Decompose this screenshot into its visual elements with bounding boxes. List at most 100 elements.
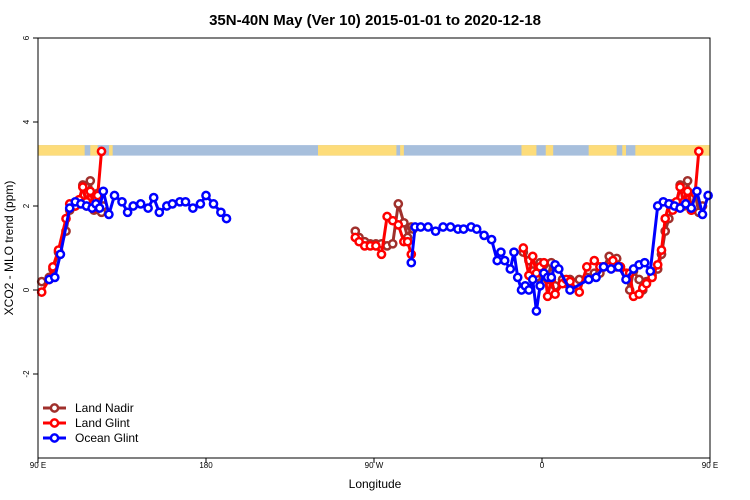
data-point [509, 247, 519, 258]
data-point [583, 274, 594, 285]
data-point [581, 262, 592, 272]
data-point [535, 280, 545, 291]
data-point [539, 257, 549, 268]
data-point [634, 274, 644, 285]
data-point [505, 264, 516, 274]
data-point [376, 249, 387, 260]
data-point [98, 186, 109, 197]
data-point [148, 192, 159, 203]
data-point [167, 199, 178, 209]
land-band-segment [545, 145, 554, 156]
data-point [471, 224, 482, 234]
data-point [415, 222, 426, 232]
data-point [531, 306, 542, 316]
data-point [598, 262, 609, 272]
data-point [527, 274, 538, 285]
data-point [387, 238, 398, 249]
data-point [652, 259, 663, 270]
data-point [135, 199, 146, 209]
data-point [221, 213, 232, 224]
data-point [639, 257, 650, 268]
data-point [613, 262, 624, 272]
data-point [371, 241, 381, 251]
data-point [496, 247, 506, 258]
data-point [550, 289, 560, 300]
legend-marker [49, 403, 60, 413]
legend-marker [49, 433, 60, 443]
data-point [406, 257, 417, 268]
x-axis-label: Longitude [349, 477, 402, 491]
data-point [36, 287, 47, 297]
data-point [85, 175, 96, 186]
land-band-segment [622, 145, 626, 156]
data-point [438, 222, 448, 232]
legend-item: Land Nadir [43, 401, 134, 415]
data-point [682, 175, 693, 186]
data-point [55, 249, 66, 260]
data-point [512, 272, 523, 283]
legend-marker [49, 418, 60, 428]
data-point [565, 285, 575, 295]
y-axis-label: XCO2 - MLO trend (ppm) [2, 181, 16, 316]
data-point [686, 203, 697, 213]
data-point [85, 186, 96, 197]
data-point [49, 272, 60, 283]
data-point [546, 272, 557, 283]
data-point [645, 266, 656, 276]
y-tick-label: 2 [22, 203, 31, 208]
data-point [208, 199, 219, 209]
data-point [479, 230, 489, 241]
data-point [499, 255, 510, 266]
data-point [393, 199, 404, 209]
x-tick-label: 90 W [365, 461, 384, 470]
data-point [591, 272, 601, 283]
data-point [524, 285, 534, 295]
data-point [143, 203, 153, 213]
data-point [656, 245, 667, 255]
legend-label: Land Nadir [75, 401, 134, 415]
land-band-segment [400, 145, 404, 156]
series-land-nadir [36, 175, 708, 295]
data-point [553, 264, 564, 274]
data-point [542, 291, 553, 302]
series-ocean-glint [44, 186, 713, 316]
data-point [94, 203, 105, 213]
data-point [195, 199, 206, 209]
land-band-segment [635, 145, 710, 156]
data-point [154, 207, 165, 218]
data-point [122, 207, 133, 218]
land-ocean-band [38, 145, 710, 156]
data-point [527, 251, 538, 262]
data-point [104, 209, 114, 220]
data-point [393, 220, 404, 230]
legend-item: Ocean Glint [43, 431, 139, 445]
data-point [402, 236, 413, 247]
data-point [606, 264, 616, 274]
x-tick-label: 0 [540, 461, 545, 470]
data-point [492, 255, 503, 266]
y-tick-label: -2 [22, 370, 31, 378]
data-point [109, 190, 120, 201]
data-point [675, 182, 685, 192]
data-point [574, 287, 585, 297]
data-point [77, 182, 88, 192]
land-band-segment [318, 145, 397, 156]
y-tick-label: 6 [22, 35, 31, 40]
data-point [697, 209, 708, 220]
x-tick-label: 90 E [30, 461, 46, 470]
data-point [486, 234, 497, 245]
data-point [641, 278, 652, 289]
data-point [180, 196, 191, 207]
data-point [703, 190, 713, 201]
land-band-segment [108, 145, 113, 156]
data-point [96, 146, 107, 157]
x-tick-label: 180 [199, 461, 213, 470]
series-layer [36, 146, 713, 316]
data-point [36, 276, 47, 287]
data-point [128, 201, 139, 211]
y-tick-label: 4 [22, 119, 31, 124]
land-band-segment [90, 145, 98, 156]
data-point [660, 213, 671, 224]
